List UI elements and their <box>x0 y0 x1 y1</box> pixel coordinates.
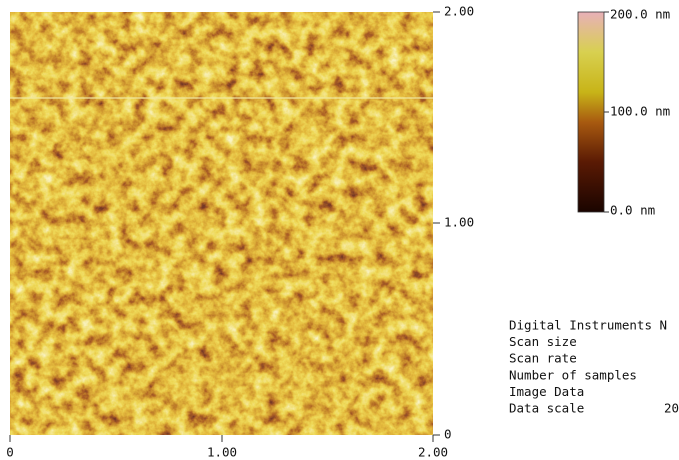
info-line: Data scale <box>509 401 584 416</box>
y-tick-label: 2.00 <box>444 4 474 19</box>
colorbar-label: 100.0 nm <box>610 104 670 119</box>
info-line: Digital Instruments N <box>509 318 667 333</box>
data-scale-value: 20 <box>664 401 679 416</box>
info-line: Number of samples <box>509 367 637 382</box>
y-tick-label: 0 <box>444 427 452 442</box>
y-tick-label: 1.00 <box>444 215 474 230</box>
info-line: Image Data <box>509 384 584 399</box>
x-tick-label: 0 <box>6 445 14 460</box>
x-tick-label: 1.00 <box>207 445 237 460</box>
info-line: Scan size <box>509 334 577 349</box>
colorbar <box>577 11 605 213</box>
colorbar-label: 200.0 nm <box>610 7 670 22</box>
info-line: Scan rate <box>509 351 577 366</box>
colorbar-label: 0.0 nm <box>610 203 655 218</box>
afm-image <box>10 12 433 435</box>
x-tick-label: 2.00 <box>418 445 448 460</box>
